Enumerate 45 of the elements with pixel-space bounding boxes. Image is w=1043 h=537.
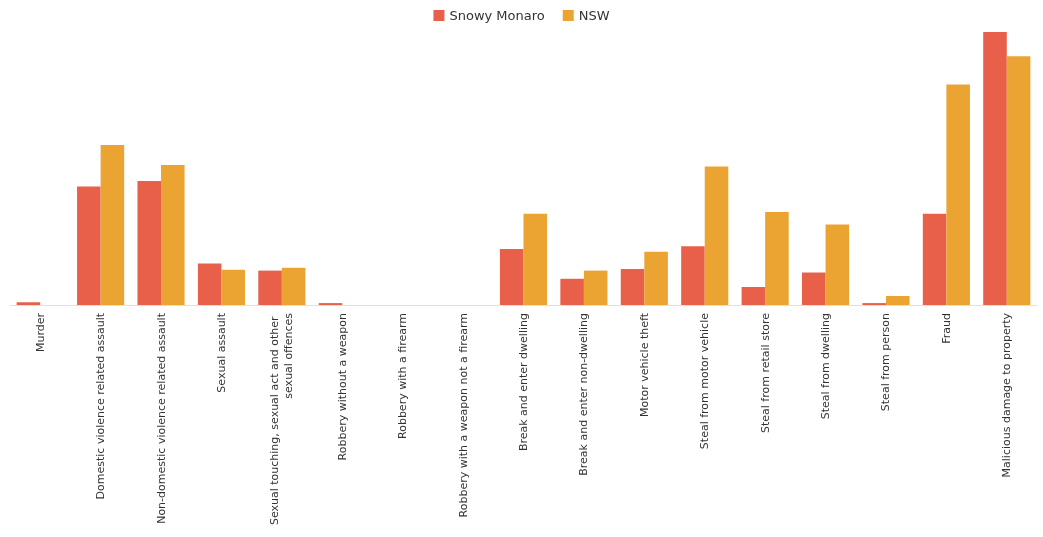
x-tick-label: Sexual touching, sexual act and other sexual offences <box>268 312 296 526</box>
bar <box>1006 56 1031 305</box>
x-tick-label: Robbery with a weapon not a firearm <box>456 313 470 518</box>
bar <box>221 269 245 305</box>
x-tick-label: Robbery without a weapon <box>335 312 349 461</box>
x-tick-label: Robbery with a firearm <box>396 313 410 439</box>
x-tick-label: Sexual assault <box>214 312 228 393</box>
bar <box>161 164 185 305</box>
bar <box>802 272 826 305</box>
x-tick-label: Fraud <box>939 313 953 344</box>
bar <box>620 268 645 305</box>
legend-label: Snowy Monaro <box>449 8 545 23</box>
x-tick-label: Steal from person <box>879 312 893 412</box>
x-tick-label: Murder <box>33 312 47 353</box>
legend-label: NSW <box>578 8 610 23</box>
x-tick-label: Motor vehicle theft <box>637 312 651 418</box>
x-tick-label: Non-domestic violence related assault <box>154 312 168 524</box>
bar <box>560 278 584 305</box>
bar <box>523 213 548 305</box>
bar <box>983 32 1007 305</box>
x-tick-label: Malicious damage to property <box>1000 312 1014 478</box>
bar <box>16 302 41 305</box>
bar <box>499 249 524 305</box>
bar <box>741 286 766 305</box>
bar <box>281 267 306 305</box>
bar <box>100 145 125 305</box>
x-tick-label: Break and enter dwelling <box>517 313 530 452</box>
bar <box>765 211 789 305</box>
bar <box>946 84 970 305</box>
bar <box>681 246 705 305</box>
x-tick-label: Domestic violence related assault <box>94 312 108 500</box>
x-tick-label: Steal from motor vehicle <box>698 312 712 450</box>
bar <box>77 186 101 305</box>
x-tick-label: Break and enter non-dwelling <box>577 313 591 476</box>
bar <box>137 181 162 305</box>
bar <box>644 251 668 305</box>
bar <box>197 263 222 305</box>
bar <box>704 166 729 305</box>
bar <box>922 213 947 305</box>
bar <box>825 224 850 305</box>
x-tick-label: Steal from retail store <box>758 312 772 433</box>
x-tick-label: Steal from dwelling <box>819 313 833 420</box>
bar <box>885 295 910 305</box>
bar <box>583 270 608 305</box>
bar <box>258 270 282 305</box>
